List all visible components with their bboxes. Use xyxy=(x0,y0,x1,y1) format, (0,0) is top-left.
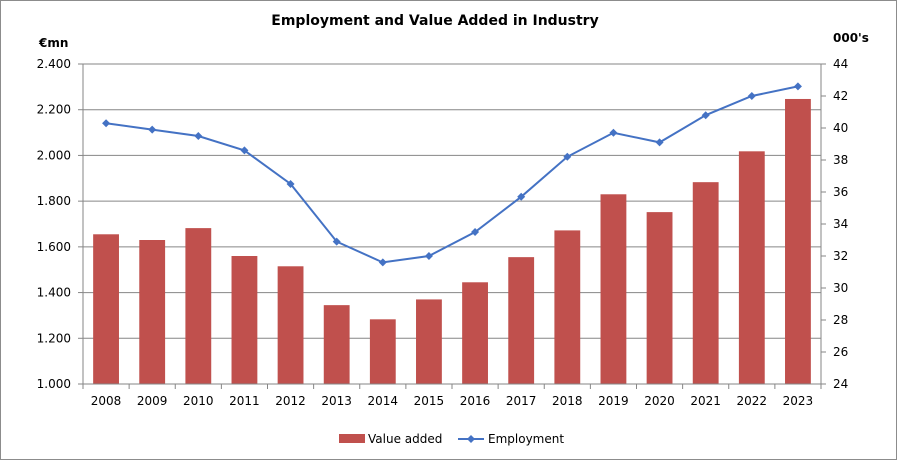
employment-marker xyxy=(332,237,341,246)
employment-marker xyxy=(378,258,387,267)
employment-marker xyxy=(240,146,249,155)
x-axis-tick-label: 2019 xyxy=(598,394,629,408)
left-axis-unit: €mn xyxy=(38,36,68,50)
value-added-bar xyxy=(416,299,442,384)
right-axis-tick-label: 40 xyxy=(833,121,848,135)
value-added-bar xyxy=(369,319,396,384)
left-axis-tick-label: 1.800 xyxy=(37,194,71,208)
x-axis-tick-label: 2012 xyxy=(275,394,306,408)
x-axis-tick-label: 2016 xyxy=(460,394,491,408)
x-axis-tick-label: 2023 xyxy=(783,394,814,408)
right-axis-tick-label: 28 xyxy=(833,313,848,327)
right-axis-tick-label: 42 xyxy=(833,89,848,103)
right-axis-tick-label: 36 xyxy=(833,185,848,199)
chart-title: Employment and Value Added in Industry xyxy=(271,13,598,29)
left-axis-tick-label: 2.400 xyxy=(37,57,71,71)
legend-swatch-value-added xyxy=(339,434,365,443)
right-axis-tick-label: 30 xyxy=(833,281,848,295)
value-added-bar xyxy=(554,230,581,384)
legend-label-employment: Employment xyxy=(488,432,564,446)
x-axis-tick-label: 2011 xyxy=(229,394,260,408)
employment-marker xyxy=(102,119,111,128)
x-axis-ticks: 2008 2009 2010 2011 2012 2013 2014 2015 2016 2017… xyxy=(82,384,822,408)
x-axis-tick-label: 2018 xyxy=(552,394,583,408)
x-axis-tick-label: 2020 xyxy=(644,394,675,408)
employment-line xyxy=(102,82,802,267)
right-axis-tick-label: 24 xyxy=(833,377,848,391)
employment-line-path xyxy=(105,85,799,264)
value-added-bar xyxy=(139,240,166,384)
value-added-bar xyxy=(646,212,673,384)
right-axis-tick-label: 38 xyxy=(833,153,848,167)
employment-marker xyxy=(701,111,710,120)
x-axis-tick-label: 2013 xyxy=(321,394,352,408)
value-added-bar xyxy=(600,194,627,384)
x-axis-tick-label: 2021 xyxy=(690,394,721,408)
value-added-bar xyxy=(785,98,811,384)
employment-marker xyxy=(194,132,203,140)
value-added-bars xyxy=(93,98,811,384)
x-axis-tick-label: 2009 xyxy=(137,394,168,408)
right-axis-tick-label: 44 xyxy=(833,57,848,71)
employment-marker xyxy=(424,252,433,260)
employment-marker xyxy=(148,125,157,134)
x-axis-tick-label: 2008 xyxy=(91,394,122,408)
value-added-bar xyxy=(277,266,304,384)
value-added-bar xyxy=(185,228,212,384)
value-added-bar xyxy=(323,305,350,384)
x-axis-tick-label: 2022 xyxy=(737,394,768,408)
x-axis-tick-label: 2015 xyxy=(414,394,445,408)
x-axis-tick-label: 2014 xyxy=(368,394,399,408)
employment-marker xyxy=(793,82,802,91)
value-added-bar xyxy=(93,234,119,384)
right-axis-tick-label: 26 xyxy=(833,345,848,359)
right-axis-tick-label: 32 xyxy=(833,249,848,263)
employment-marker xyxy=(655,138,664,147)
right-axis-unit: 000's xyxy=(833,31,869,45)
value-added-bar xyxy=(692,182,719,384)
left-axis-tick-label: 1.600 xyxy=(37,240,71,254)
value-added-bar xyxy=(462,282,488,384)
value-added-bar xyxy=(231,256,258,384)
employment-marker xyxy=(517,192,526,201)
employment-marker xyxy=(563,152,572,161)
left-axis-tick-label: 1.200 xyxy=(37,331,71,345)
right-axis-tick-label: 34 xyxy=(833,217,848,231)
legend: Value added Employment xyxy=(339,432,564,446)
left-axis-tick-label: 2.000 xyxy=(37,148,71,162)
value-added-bar xyxy=(508,257,535,384)
value-added-bar xyxy=(738,151,765,384)
employment-marker xyxy=(286,180,295,188)
legend-swatch-employment-marker xyxy=(467,435,475,443)
left-axis-tick-label: 1.400 xyxy=(37,286,71,300)
left-axis-tick-label: 2.200 xyxy=(37,103,71,117)
legend-label-value-added: Value added xyxy=(368,432,442,446)
employment-marker xyxy=(747,92,756,100)
left-axis-ticks: 1.000 1.200 1.400 1.600 1.800 2.000 2.200 2.400 xyxy=(37,57,83,391)
right-axis-ticks: 24 26 28 30 32 34 36 38 40 42 44 xyxy=(821,57,848,391)
x-axis-tick-label: 2017 xyxy=(506,394,537,408)
employment-marker xyxy=(609,128,618,137)
x-axis-tick-label: 2010 xyxy=(183,394,214,408)
left-axis-tick-label: 1.000 xyxy=(37,377,71,391)
employment-marker xyxy=(471,228,480,236)
